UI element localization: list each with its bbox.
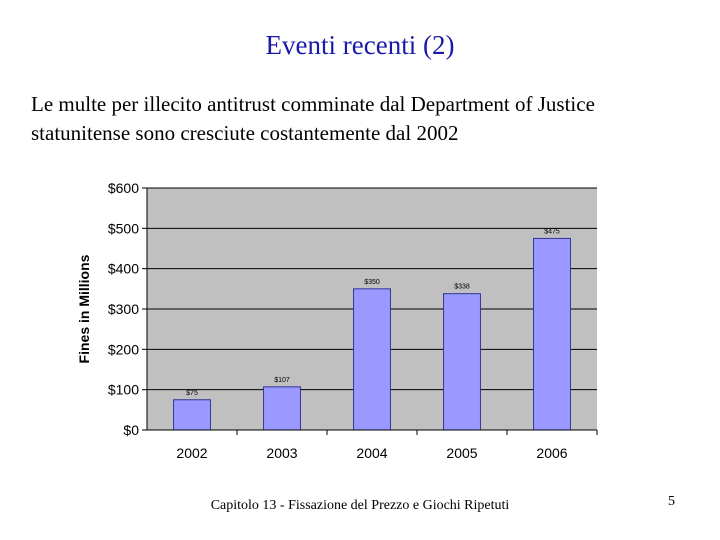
bar-2005: [443, 293, 481, 431]
data-label: $338: [454, 284, 470, 291]
data-label: $75: [186, 390, 198, 397]
y-axis-label: Fines in Millions: [76, 254, 92, 363]
x-tick-label: 2006: [536, 445, 567, 461]
bar-2002: [173, 399, 211, 431]
fines-bar-chart: $75 $107 $350 $338 $475 $0 $100 $200 $300 $400 $5…: [72, 168, 638, 464]
y-tick-label: $0: [123, 422, 139, 438]
bar-2004: [353, 288, 391, 431]
x-tick-label: 2004: [356, 445, 387, 461]
slide-title: Eventi recenti (2): [265, 30, 455, 60]
body-line-1: Le multe per illecito antitrust comminat…: [31, 92, 595, 116]
data-label: $107: [274, 377, 290, 384]
x-tick-label: 2005: [446, 445, 477, 461]
body-line-2: statunitense sono cresciute costantement…: [31, 121, 459, 145]
body-text: Le multe per illecito antitrust comminat…: [31, 90, 701, 148]
y-tick-label: $200: [108, 341, 139, 357]
y-tick-label: $400: [108, 261, 139, 277]
data-label: $475: [544, 228, 560, 235]
x-tick-label: 2002: [176, 445, 207, 461]
y-tick-label: $100: [108, 382, 139, 398]
bar-2003: [263, 386, 301, 431]
page-number: 5: [668, 494, 675, 509]
y-tick-label: $600: [108, 180, 139, 196]
slide-footer: Capitolo 13 - Fissazione del Prezzo e Gi…: [210, 498, 510, 513]
bar-2006: [533, 237, 571, 431]
y-tick-label: $300: [108, 301, 139, 317]
y-tick-label: $500: [108, 220, 139, 236]
x-tick-label: 2003: [266, 445, 297, 461]
data-label: $350: [364, 279, 380, 286]
